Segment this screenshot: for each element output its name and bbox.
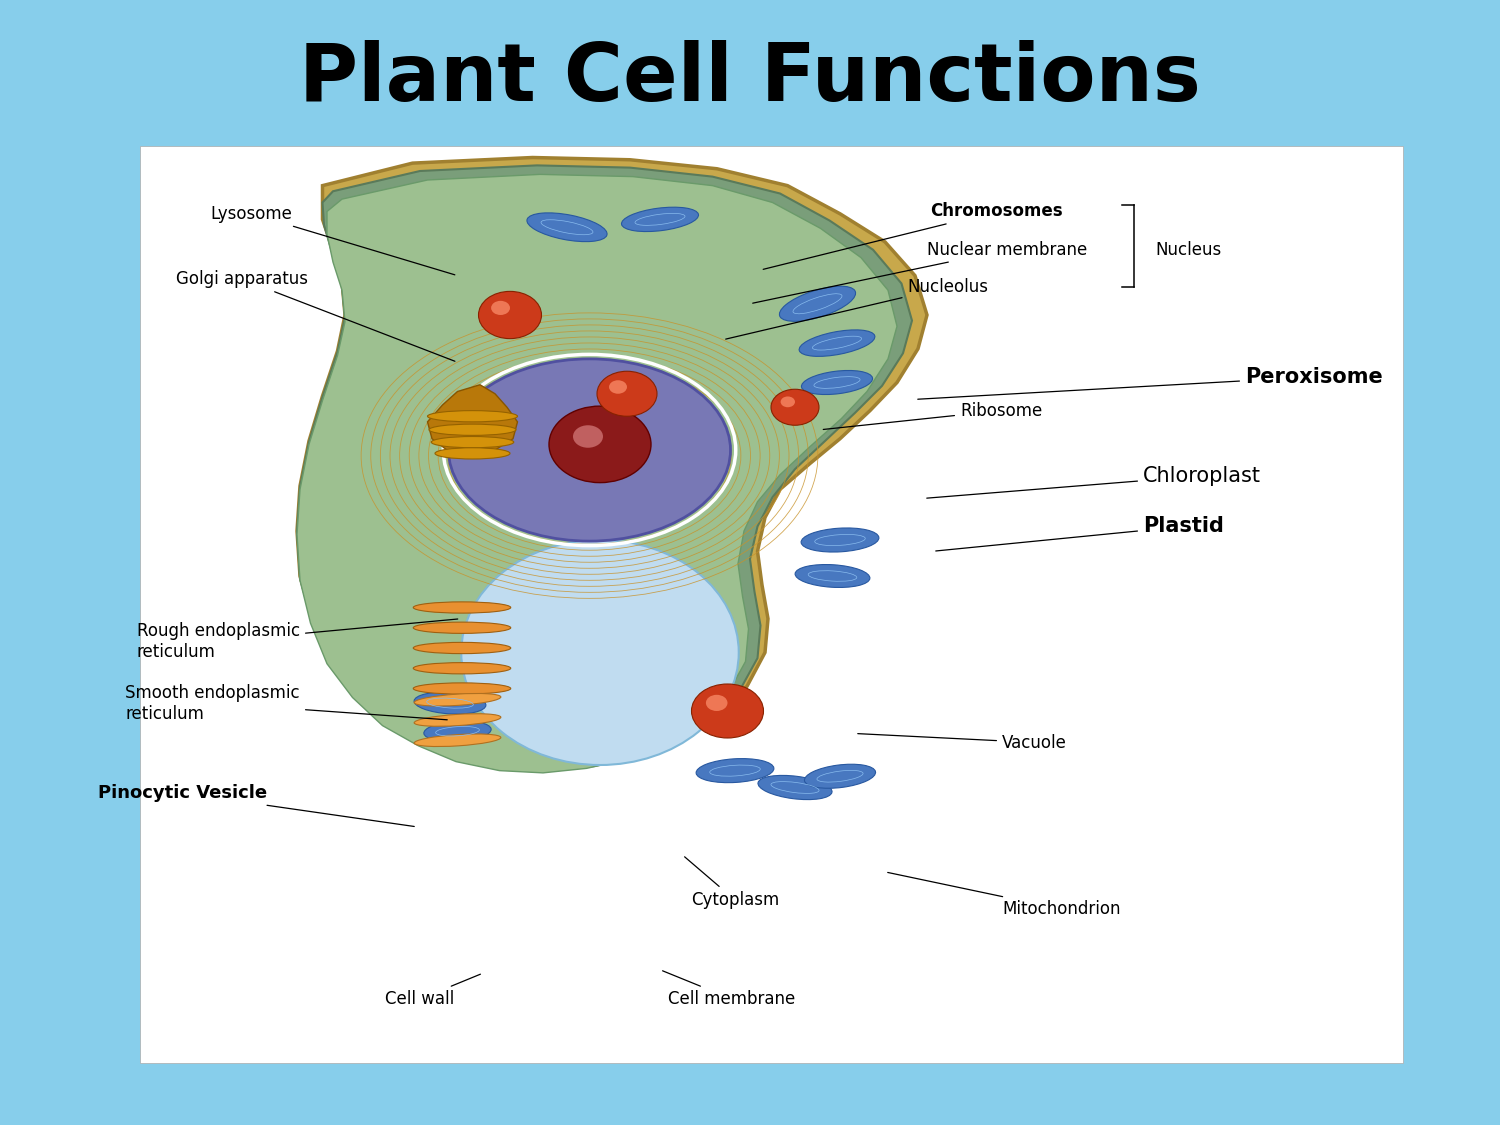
Ellipse shape [432, 436, 513, 448]
Ellipse shape [435, 448, 510, 459]
Ellipse shape [413, 622, 510, 633]
Ellipse shape [413, 683, 510, 694]
Circle shape [692, 684, 764, 738]
Text: Chromosomes: Chromosomes [764, 202, 1062, 269]
Text: Nucleus: Nucleus [1155, 241, 1221, 259]
Text: Golgi apparatus: Golgi apparatus [176, 270, 454, 361]
Ellipse shape [414, 693, 501, 706]
Ellipse shape [801, 370, 873, 395]
Circle shape [573, 425, 603, 448]
Ellipse shape [696, 758, 774, 783]
Text: Smooth endoplasmic
reticulum: Smooth endoplasmic reticulum [126, 684, 447, 722]
Circle shape [609, 380, 627, 394]
Ellipse shape [780, 286, 855, 322]
Ellipse shape [427, 411, 518, 422]
Ellipse shape [413, 602, 510, 613]
Ellipse shape [758, 775, 833, 800]
Text: Cytoplasm: Cytoplasm [684, 857, 778, 909]
Ellipse shape [414, 692, 486, 714]
Ellipse shape [424, 721, 490, 741]
Polygon shape [427, 385, 518, 456]
Text: Lysosome: Lysosome [210, 205, 454, 274]
Ellipse shape [413, 663, 510, 674]
Circle shape [780, 396, 795, 407]
Text: Cell membrane: Cell membrane [663, 971, 795, 1008]
Polygon shape [297, 158, 927, 767]
Text: Plastid: Plastid [936, 516, 1224, 551]
Polygon shape [297, 165, 912, 771]
Text: Peroxisome: Peroxisome [918, 367, 1383, 399]
Ellipse shape [800, 330, 874, 357]
Text: Plant Cell Functions: Plant Cell Functions [298, 39, 1202, 118]
Text: Ribosome: Ribosome [824, 402, 1042, 430]
Ellipse shape [462, 540, 738, 765]
Ellipse shape [414, 734, 501, 747]
Polygon shape [297, 174, 897, 773]
Text: Vacuole: Vacuole [858, 734, 1066, 752]
Text: Nuclear membrane: Nuclear membrane [753, 241, 1088, 303]
Circle shape [549, 406, 651, 483]
Ellipse shape [526, 213, 608, 242]
Text: Nucleolus: Nucleolus [726, 278, 988, 339]
Circle shape [490, 300, 510, 315]
Ellipse shape [429, 424, 516, 435]
Circle shape [706, 695, 728, 711]
Text: Rough endoplasmic
reticulum: Rough endoplasmic reticulum [136, 619, 458, 660]
Text: Chloroplast: Chloroplast [927, 466, 1262, 498]
Ellipse shape [413, 642, 510, 654]
Circle shape [771, 389, 819, 425]
Text: Mitochondrion: Mitochondrion [888, 873, 1120, 918]
Circle shape [597, 371, 657, 416]
Ellipse shape [414, 713, 501, 727]
Ellipse shape [801, 528, 879, 552]
Ellipse shape [804, 764, 876, 789]
Text: Pinocytic Vesicle: Pinocytic Vesicle [98, 784, 414, 827]
Text: Cell wall: Cell wall [386, 974, 480, 1008]
Circle shape [478, 291, 542, 339]
FancyBboxPatch shape [140, 146, 1403, 1063]
Ellipse shape [448, 359, 730, 541]
Ellipse shape [621, 207, 699, 232]
Ellipse shape [795, 565, 870, 587]
